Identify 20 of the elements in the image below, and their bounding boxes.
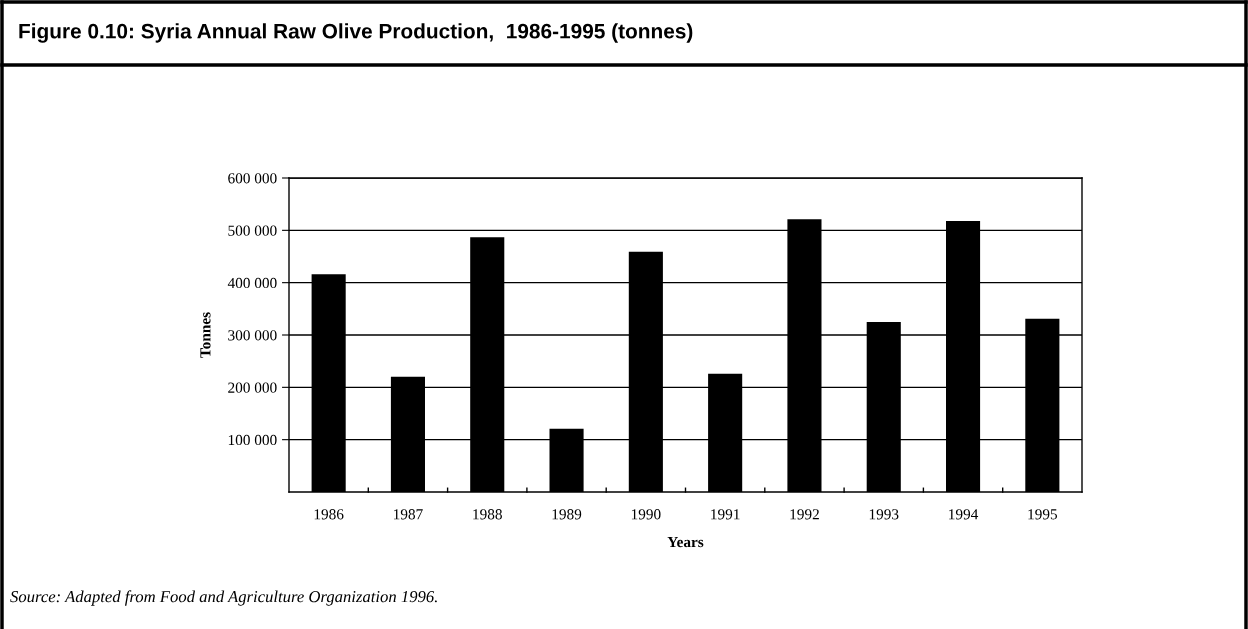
x-axis-title: Years — [667, 537, 704, 548]
x-tick-label: 1986 — [314, 509, 344, 520]
y-tick-label: 200 000 — [228, 382, 277, 393]
x-tick-label: 1994 — [949, 509, 979, 520]
x-tick-label: 1992 — [790, 509, 819, 520]
chart-title: Figure 0.10: Syria Annual Raw Olive Production, 1986-1995 (tonnes) — [19, 23, 693, 43]
source-note: Source: Adapted from Food and Agriculture Organization 1996. — [10, 590, 437, 606]
x-tick-label: 1991 — [711, 509, 740, 520]
x-tick-label: 1987 — [394, 509, 423, 520]
y-axis-title: Tonnes — [200, 312, 211, 358]
x-tick-label: 1993 — [869, 509, 899, 520]
x-tick-label: 1995 — [1028, 509, 1058, 520]
y-tick-label: 500 000 — [228, 225, 277, 236]
y-tick-label: 600 000 — [228, 173, 277, 184]
y-tick-label: 400 000 — [227, 277, 277, 289]
x-tick-label: 1988 — [473, 509, 502, 520]
y-tick-label: 100 000 — [228, 434, 277, 446]
y-tick-label: 300 000 — [228, 330, 277, 341]
x-tick-label: 1990 — [631, 509, 661, 520]
x-tick-label: 1989 — [552, 509, 582, 520]
